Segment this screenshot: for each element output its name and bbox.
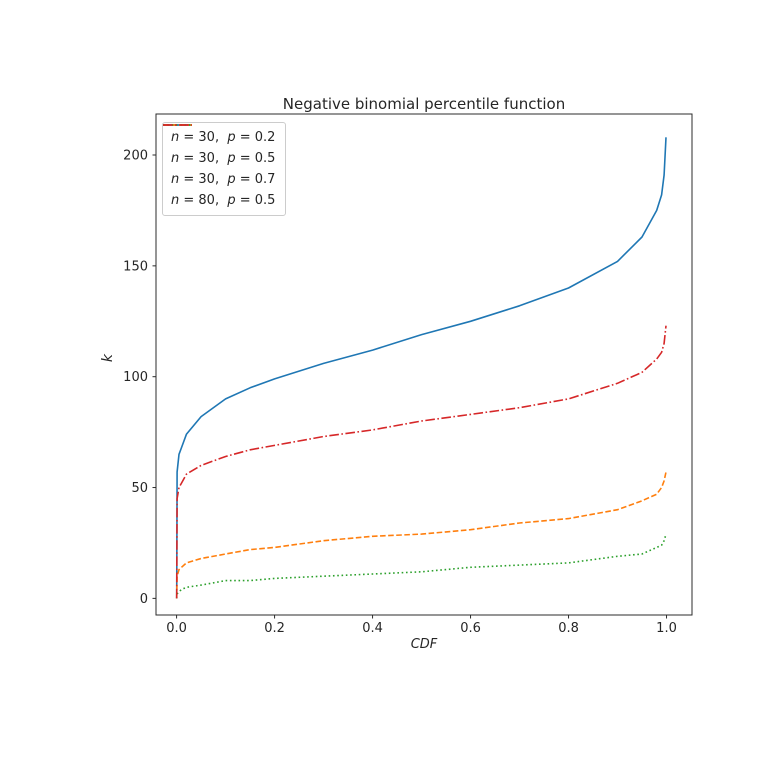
legend-label-n30-p02: n = 30, p = 0.2 xyxy=(171,130,276,145)
legend-label-n30-p07: n = 30, p = 0.7 xyxy=(171,172,276,187)
x-tick-label: 0.4 xyxy=(362,621,383,636)
y-tick-label: 0 xyxy=(140,592,148,607)
legend-item-n30-p02: n = 30, p = 0.2 xyxy=(163,124,276,148)
legend: n = 30, p = 0.2 n = 30, p = 0.5 n = 30, p … xyxy=(162,122,287,216)
y-tick-label: 50 xyxy=(131,481,148,496)
series-line-n30-p07 xyxy=(175,533,667,599)
x-tick-label: 0.0 xyxy=(166,621,187,636)
legend-line-sample-n80-p05 xyxy=(163,124,192,126)
series-line-n30-p02 xyxy=(175,137,667,599)
legend-label-n80-p05: n = 80, p = 0.5 xyxy=(171,193,276,208)
legend-item-n30-p05: n = 30, p = 0.5 xyxy=(163,124,276,169)
legend-label-n30-p05: n = 30, p = 0.5 xyxy=(171,151,276,166)
plot-border xyxy=(155,113,693,616)
y-tick-label: 200 xyxy=(123,149,148,164)
legend-item-n30-p07: n = 30, p = 0.7 xyxy=(163,124,276,190)
series-line-n30-p05 xyxy=(175,471,667,599)
x-axis-label: CDF xyxy=(410,637,438,652)
chart-title: Negative binomial percentile function xyxy=(282,95,566,113)
y-tick-label: 150 xyxy=(123,259,148,274)
x-tick-label: 0.8 xyxy=(558,621,579,636)
legend-item-n80-p05: n = 80, p = 0.5 xyxy=(163,124,276,211)
series-line-n80-p05 xyxy=(175,325,667,599)
x-tick-label: 0.6 xyxy=(460,621,481,636)
x-tick-label: 0.2 xyxy=(264,621,285,636)
x-tick-label: 1.0 xyxy=(656,621,677,636)
y-axis-label: k xyxy=(100,353,116,363)
y-tick-label: 100 xyxy=(123,370,148,385)
